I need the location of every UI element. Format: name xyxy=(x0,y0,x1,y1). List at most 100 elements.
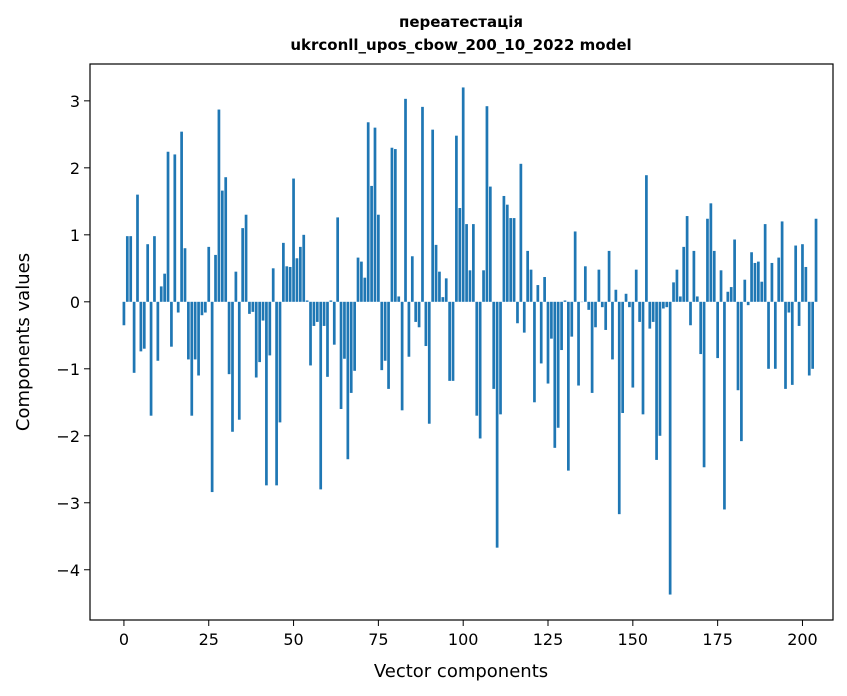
bar-15 xyxy=(173,154,177,302)
bar-98 xyxy=(455,135,458,302)
bar-7 xyxy=(146,244,150,302)
bar-78 xyxy=(387,301,390,389)
bar-197 xyxy=(790,301,794,385)
bar-53 xyxy=(302,234,306,302)
bar-33 xyxy=(234,271,238,302)
bar-47 xyxy=(282,242,285,302)
x-tick-label: 25 xyxy=(199,630,219,649)
bar-136 xyxy=(583,266,587,302)
bar-20 xyxy=(190,301,194,416)
bar-84 xyxy=(407,301,411,357)
bar-17 xyxy=(180,131,183,302)
bar-42 xyxy=(265,301,268,486)
bar-105 xyxy=(478,301,482,439)
bar-72 xyxy=(366,122,370,302)
y-tick-label: 1 xyxy=(70,226,80,245)
bar-134 xyxy=(577,301,580,386)
bar-81 xyxy=(397,296,401,302)
bar-148 xyxy=(624,293,628,302)
bar-99 xyxy=(458,208,462,302)
bar-141 xyxy=(600,301,604,308)
bar-142 xyxy=(604,301,608,330)
bar-80 xyxy=(393,149,397,302)
bar-64 xyxy=(339,301,343,409)
bar-31 xyxy=(227,301,231,375)
bar-67 xyxy=(349,301,353,393)
bar-22 xyxy=(197,301,200,376)
bar-18 xyxy=(183,248,187,302)
bar-66 xyxy=(346,301,350,460)
bar-110 xyxy=(495,301,499,548)
bar-137 xyxy=(587,301,591,310)
bar-39 xyxy=(254,301,258,378)
bar-187 xyxy=(757,261,760,302)
bar-13 xyxy=(166,151,170,302)
bar-160 xyxy=(665,301,669,308)
bar-140 xyxy=(597,269,601,302)
bar-5 xyxy=(139,301,143,352)
bar-166 xyxy=(685,216,689,302)
bar-126 xyxy=(550,301,553,339)
y-tick-label: −3 xyxy=(56,494,80,513)
bar-8 xyxy=(149,301,153,416)
x-axis-ticks: 0 25 50 75 100 125 150 175 200 xyxy=(119,620,818,649)
bar-79 xyxy=(390,147,394,302)
bar-117 xyxy=(519,163,523,302)
bar-6 xyxy=(142,301,146,349)
bar-87 xyxy=(417,301,421,328)
bar-56 xyxy=(312,301,316,326)
bar-175 xyxy=(716,301,719,359)
bar-198 xyxy=(794,245,798,302)
bar-14 xyxy=(170,301,173,347)
bar-101 xyxy=(465,224,468,302)
bar-95 xyxy=(444,278,448,302)
bar-38 xyxy=(251,301,255,312)
bar-107 xyxy=(485,106,489,302)
bar-127 xyxy=(553,301,557,448)
bar-169 xyxy=(695,296,699,302)
y-axis-label: Components values xyxy=(13,253,34,431)
bar-152 xyxy=(638,301,641,322)
bar-131 xyxy=(567,301,570,471)
bar-71 xyxy=(363,277,367,302)
bar-170 xyxy=(699,301,703,355)
bar-204 xyxy=(814,218,818,302)
bar-111 xyxy=(499,301,502,415)
bar-54 xyxy=(305,300,309,302)
bar-186 xyxy=(753,262,757,302)
bar-96 xyxy=(448,301,451,381)
bar-114 xyxy=(509,218,513,302)
x-tick-label: 125 xyxy=(533,630,564,649)
bar-193 xyxy=(777,257,781,302)
bar-34 xyxy=(237,301,241,420)
bar-181 xyxy=(736,301,740,391)
bar-113 xyxy=(505,204,509,302)
bar-90 xyxy=(427,301,431,424)
bar-91 xyxy=(431,129,435,302)
bar-118 xyxy=(522,301,526,333)
bar-32 xyxy=(231,301,234,432)
bar-185 xyxy=(750,252,753,302)
bar-93 xyxy=(438,271,441,302)
bar-106 xyxy=(482,270,485,302)
bar-103 xyxy=(472,224,475,302)
y-tick-label: 0 xyxy=(70,293,80,312)
bar-123 xyxy=(539,301,543,364)
bar-28 xyxy=(217,109,221,302)
bar-1 xyxy=(125,236,129,302)
bar-182 xyxy=(740,301,743,442)
bar-157 xyxy=(655,301,658,460)
x-tick-label: 200 xyxy=(787,630,818,649)
bar-30 xyxy=(224,177,228,302)
bar-124 xyxy=(543,277,546,302)
bar-29 xyxy=(220,190,224,302)
bar-51 xyxy=(295,258,299,302)
x-tick-label: 50 xyxy=(283,630,303,649)
bar-174 xyxy=(712,250,716,302)
bar-3 xyxy=(132,301,136,373)
bar-4 xyxy=(136,194,139,302)
chart-title-line1: переатестація xyxy=(399,13,523,31)
bar-203 xyxy=(811,301,814,369)
bar-191 xyxy=(770,262,774,302)
bar-75 xyxy=(377,214,380,302)
